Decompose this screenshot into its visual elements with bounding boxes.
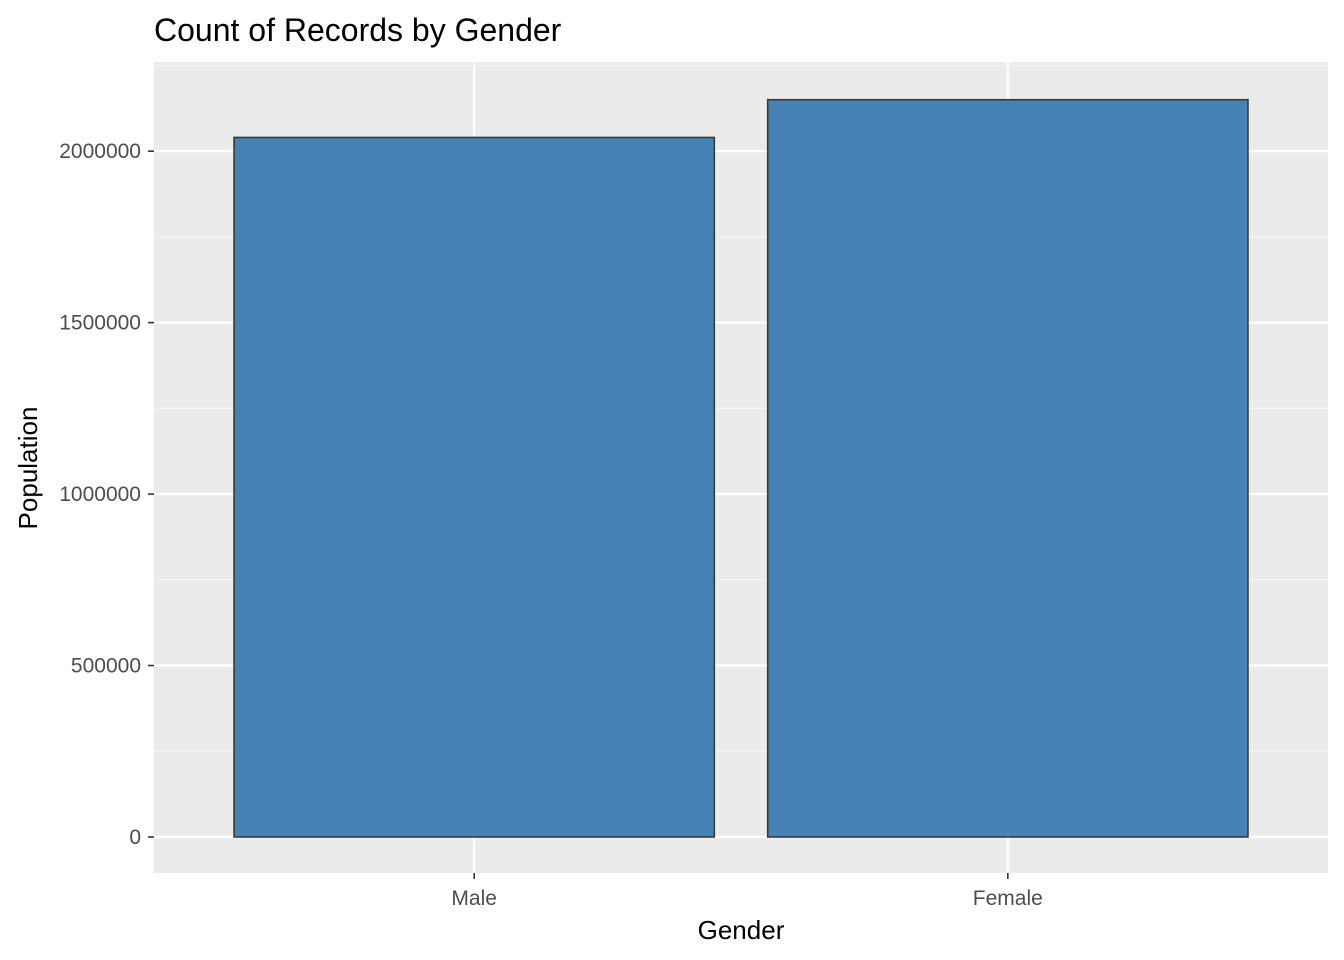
y-tick-label: 2000000 [59,140,141,163]
bar-male [233,136,716,838]
y-tick-label: 1000000 [59,483,141,506]
chart-title: Count of Records by Gender [154,12,562,48]
x-tick-label: Female [973,887,1043,910]
bar-female [766,98,1249,838]
x-axis-title: Gender [698,915,785,945]
y-tick-label: 0 [129,826,141,849]
y-tick-label: 500000 [71,655,141,678]
x-axis: Male Female [451,873,1043,910]
x-tick-label: Male [451,887,497,910]
y-axis-title: Population [13,407,43,530]
y-axis: 0 500000 1000000 1500000 2000000 [59,140,154,849]
y-tick-label: 1500000 [59,312,141,335]
bars [233,98,1249,838]
